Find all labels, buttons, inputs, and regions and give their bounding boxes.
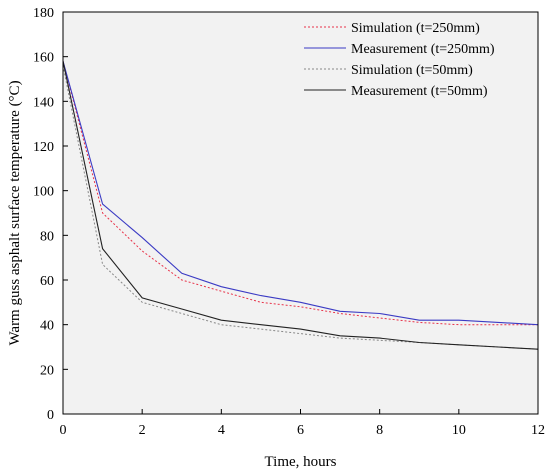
x-axis-title: Time, hours [265, 454, 337, 470]
legend-label-1: Simulation (t=250mm) [351, 21, 480, 36]
y-tick-label: 120 [33, 140, 54, 155]
legend-label-4: Measurement (t=50mm) [351, 84, 488, 99]
series-line-2 [62, 60, 539, 326]
y-tick-label: 140 [33, 95, 54, 110]
plot-area [63, 12, 538, 414]
y-axis-title: Warm guss asphalt surface temperature (°… [7, 80, 23, 345]
y-axis-ticks: 0 20 40 60 80 100 120 140 160 180 [33, 6, 68, 423]
y-tick-label: 20 [40, 363, 54, 378]
series-line-4 [62, 60, 539, 350]
series-line-3 [62, 65, 539, 350]
legend-label-2: Measurement (t=250mm) [351, 42, 495, 57]
y-tick-label: 180 [33, 6, 54, 21]
y-tick-label: 80 [40, 229, 54, 244]
x-tick-label: 0 [60, 423, 67, 438]
x-tick-label: 6 [297, 423, 304, 438]
x-tick-label: 10 [452, 423, 466, 438]
y-tick-label: 40 [40, 319, 54, 334]
y-tick-label: 100 [33, 185, 54, 200]
legend-label-3: Simulation (t=50mm) [351, 63, 473, 78]
series-lines [62, 60, 539, 350]
x-tick-label: 8 [376, 423, 383, 438]
y-tick-label: 60 [40, 274, 54, 289]
y-tick-label: 0 [47, 408, 54, 423]
x-tick-label: 2 [139, 423, 146, 438]
y-tick-label: 160 [33, 51, 54, 66]
x-tick-label: 4 [218, 423, 225, 438]
legend: Simulation (t=250mm) Measurement (t=250mm… [304, 21, 495, 99]
x-tick-label: 12 [531, 423, 545, 438]
plot-frame [62, 11, 539, 415]
